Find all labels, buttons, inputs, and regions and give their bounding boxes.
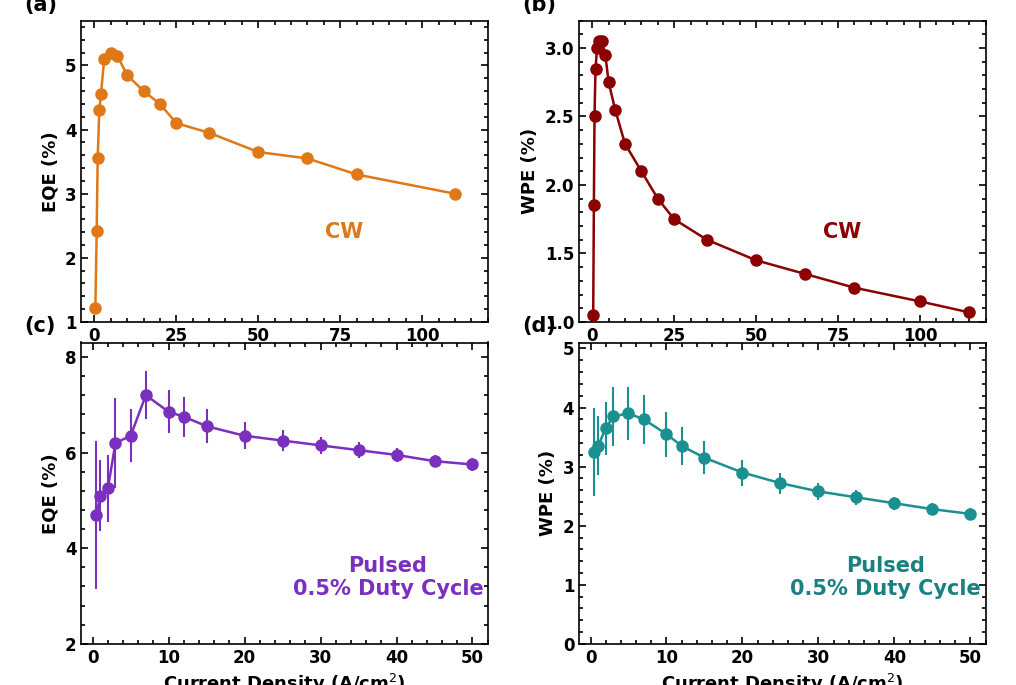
Text: (b): (b) [522, 0, 556, 14]
X-axis label: Current Density (A/cm$^2$): Current Density (A/cm$^2$) [661, 672, 903, 685]
Text: Pulsed
0.5% Duty Cycle: Pulsed 0.5% Duty Cycle [790, 556, 981, 599]
Text: (a): (a) [24, 0, 57, 14]
Text: CW: CW [823, 221, 862, 242]
Text: CW: CW [325, 221, 364, 242]
Y-axis label: WPE (%): WPE (%) [521, 128, 539, 214]
Text: (d): (d) [522, 316, 556, 336]
X-axis label: Current Density (A/cm$^2$): Current Density (A/cm$^2$) [164, 672, 405, 685]
Y-axis label: EQE (%): EQE (%) [42, 131, 59, 212]
Y-axis label: EQE (%): EQE (%) [42, 453, 59, 534]
X-axis label: Current Density (A/cm$^2$): Current Density (A/cm$^2$) [164, 350, 405, 375]
Text: Pulsed
0.5% Duty Cycle: Pulsed 0.5% Duty Cycle [293, 556, 484, 599]
X-axis label: Current Density (A/cm$^2$): Current Density (A/cm$^2$) [661, 350, 903, 375]
Y-axis label: WPE (%): WPE (%) [539, 450, 557, 536]
Text: (c): (c) [24, 316, 56, 336]
